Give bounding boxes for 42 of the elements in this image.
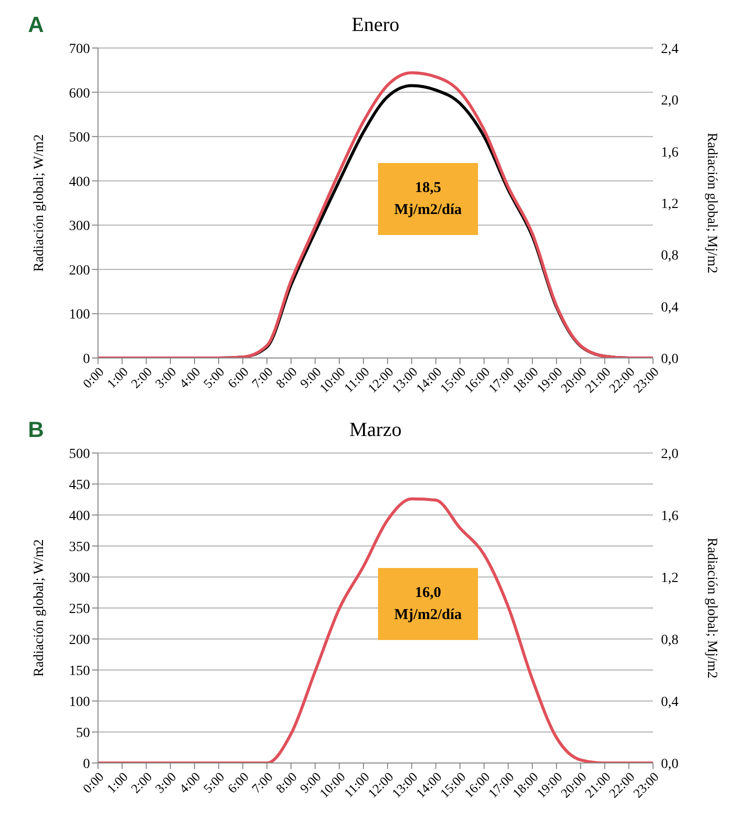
y2-tick-label: 1,6 xyxy=(661,145,678,160)
y2-tick-label: 0,0 xyxy=(661,352,678,367)
y2-tick-label: 0,4 xyxy=(661,694,678,710)
y-axis-title: Radiación global; W/m2 xyxy=(32,134,47,272)
y2-tick-label: 0,0 xyxy=(661,756,678,772)
y-tick-label: 300 xyxy=(69,570,90,586)
y2-tick-label: 1,2 xyxy=(661,196,678,212)
y-tick-label: 250 xyxy=(69,602,90,617)
chart-title: Enero xyxy=(352,14,400,36)
y-tick-label: 400 xyxy=(69,508,90,524)
y-tick-label: 100 xyxy=(69,308,90,323)
y-tick-label: 500 xyxy=(69,446,90,462)
y-tick-label: 200 xyxy=(69,632,90,648)
y-tick-label: 200 xyxy=(69,263,90,278)
y-tick-label: 50 xyxy=(76,726,90,741)
y2-tick-label: 2,0 xyxy=(661,94,678,109)
y-tick-label: 450 xyxy=(69,478,90,493)
y2-tick-label: 0,8 xyxy=(661,248,678,264)
y2-tick-label: 2,0 xyxy=(661,446,678,462)
y-tick-label: 500 xyxy=(69,130,90,146)
y2-tick-label: 2,4 xyxy=(661,42,678,57)
y2-axis-title: Radiación global; Mj/m2 xyxy=(704,538,720,678)
y-tick-label: 700 xyxy=(69,42,90,57)
text: B xyxy=(28,417,44,443)
y2-tick-label: 0,8 xyxy=(661,632,678,648)
text: A xyxy=(28,12,44,38)
y2-tick-label: 1,2 xyxy=(661,570,678,586)
y2-tick-label: 1,6 xyxy=(661,508,678,524)
chart-title: Marzo xyxy=(349,419,402,441)
y-tick-label: 150 xyxy=(69,664,90,679)
y-tick-label: 600 xyxy=(69,86,90,102)
y-tick-label: 400 xyxy=(69,174,90,190)
annotation: 18,5 Mj/m2/día xyxy=(378,163,478,235)
y-tick-label: 350 xyxy=(69,540,90,555)
y2-tick-label: 0,4 xyxy=(661,300,678,316)
y-tick-label: 0 xyxy=(83,756,90,772)
annotation: 16,0 Mj/m2/día xyxy=(378,568,478,640)
y-tick-label: 100 xyxy=(69,694,90,710)
y-axis-title: Radiación global; W/m2 xyxy=(32,539,47,677)
y-tick-label: 300 xyxy=(69,219,90,234)
y2-axis-title: Radiación global; Mj/m2 xyxy=(704,132,720,274)
y-tick-label: 0 xyxy=(83,352,90,367)
